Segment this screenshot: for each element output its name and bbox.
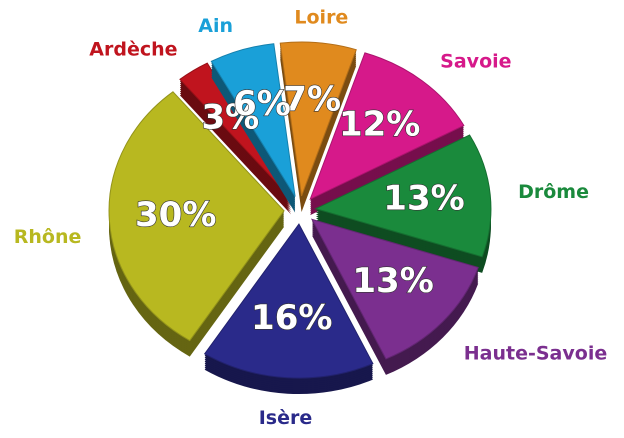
category-label: Ardèche bbox=[89, 39, 177, 61]
slice bbox=[310, 218, 479, 360]
value-label: 13% bbox=[383, 179, 464, 219]
value-label: 30% bbox=[135, 195, 216, 235]
value-label: 3% bbox=[202, 98, 260, 138]
category-label: Ain bbox=[198, 15, 233, 37]
category-label: Rhône bbox=[14, 226, 82, 248]
slice bbox=[108, 91, 285, 342]
slice bbox=[203, 223, 374, 379]
value-label: 12% bbox=[339, 104, 420, 144]
slice bbox=[279, 41, 357, 197]
value-label: 7% bbox=[283, 79, 341, 119]
value-label: 13% bbox=[352, 261, 433, 301]
category-label: Haute-Savoie bbox=[464, 342, 607, 364]
category-label: Isère bbox=[259, 407, 313, 429]
slice bbox=[179, 62, 292, 199]
category-label: Savoie bbox=[440, 50, 511, 72]
slice bbox=[309, 52, 465, 201]
category-label: Loire bbox=[294, 7, 348, 29]
value-label: 6% bbox=[233, 84, 291, 124]
value-label: 16% bbox=[251, 298, 332, 338]
category-label: Drôme bbox=[518, 181, 589, 203]
slice bbox=[210, 43, 296, 197]
slice bbox=[314, 134, 492, 258]
